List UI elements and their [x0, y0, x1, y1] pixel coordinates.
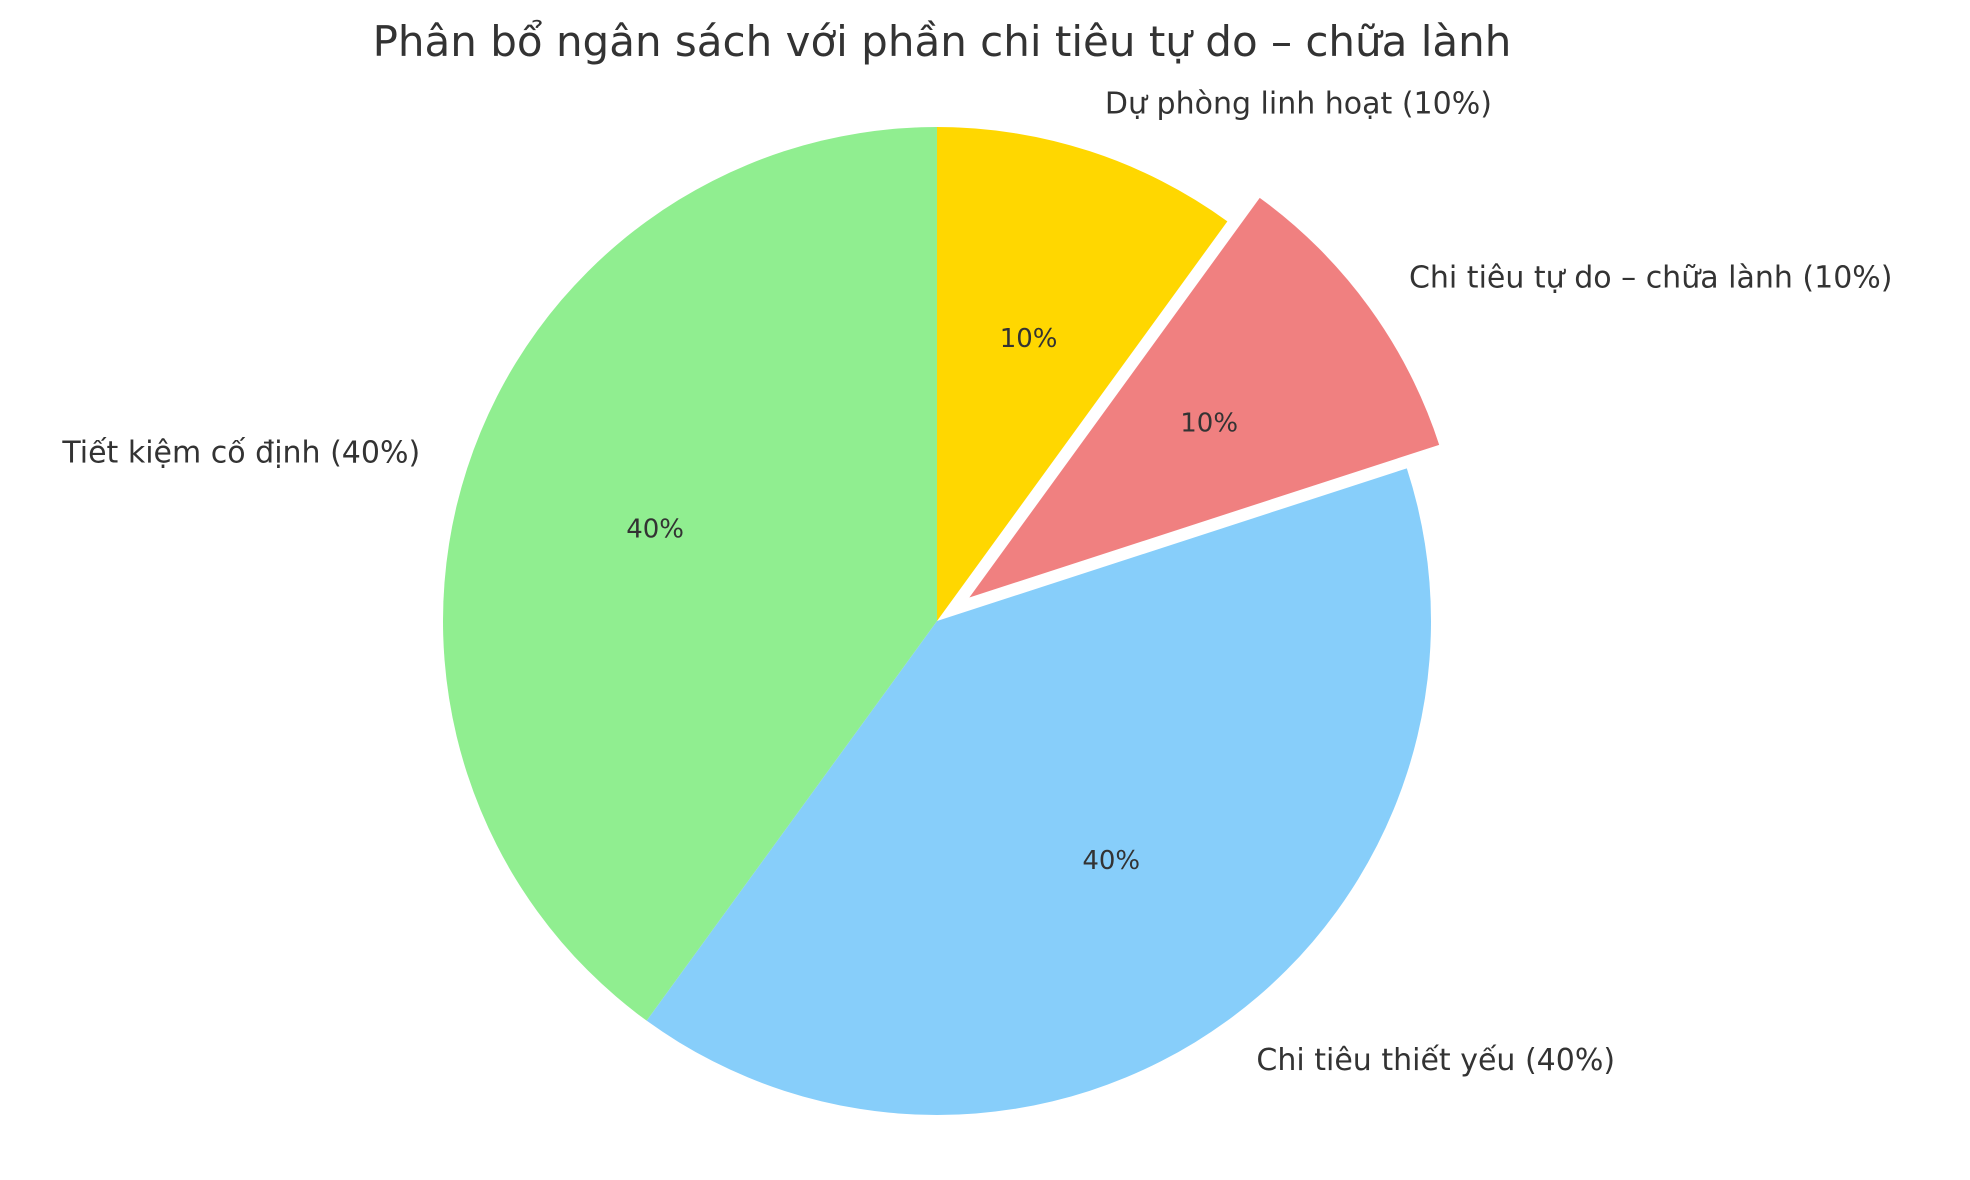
pie-slice-label: Chi tiêu tự do – chữa lành (10%): [1409, 261, 1893, 296]
pie-pct-label: 10%: [1180, 408, 1238, 438]
pie-slice-label: Dự phòng linh hoạt (10%): [1105, 87, 1492, 122]
pie-slice-label: Tiết kiệm cố định (40%): [61, 436, 420, 471]
pie-pct-label: 40%: [626, 514, 684, 544]
pie-pct-label: 10%: [1000, 324, 1058, 354]
pie-slice-chi-tieu-tu-do-chua-lanh-10: [969, 197, 1440, 598]
pie-slice-tiet-kiem-co-dinh-40: [443, 127, 937, 1021]
chart-title: Phân bổ ngân sách với phần chi tiêu tự d…: [373, 17, 1512, 66]
pie-slice-du-phong-linh-hoat-10: [937, 127, 1228, 621]
pie-slice-label: Chi tiêu thiết yếu (40%): [1256, 1043, 1615, 1078]
pie-slice-chi-tieu-thiet-yeu-40: [646, 468, 1431, 1116]
pie-pct-label: 40%: [1082, 846, 1140, 876]
